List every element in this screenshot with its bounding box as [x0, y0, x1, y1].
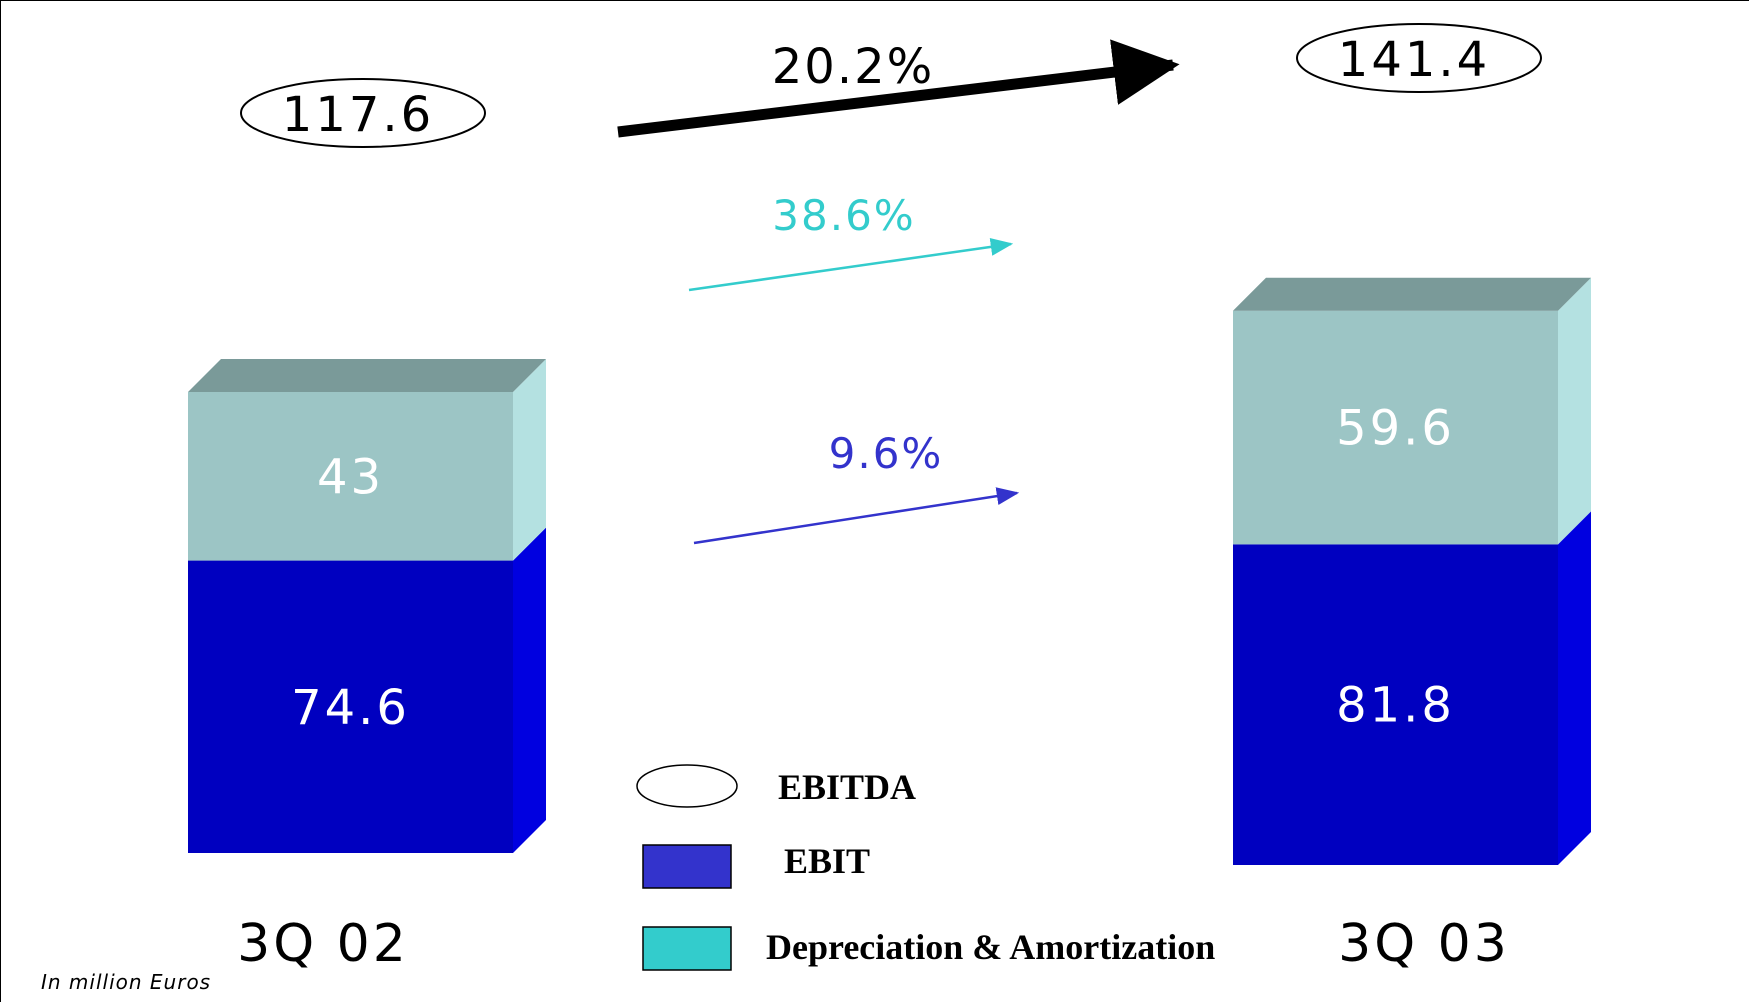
ebitda-growth-arrow: [617, 39, 1180, 138]
da-value-label-1: 59.6: [1336, 401, 1455, 457]
legend-label-da: Depreciation & Amortization: [766, 927, 1215, 967]
ebitda-total-ellipse-1: [1296, 23, 1542, 93]
bar-da-1: [1233, 310, 1558, 545]
bars-layer: [188, 277, 1591, 865]
ebitda-total-label-0: 117.6: [282, 87, 434, 143]
da-value-label-0: 43: [317, 449, 384, 505]
bar-top-0: [188, 359, 546, 393]
da-growth-arrow: [688, 237, 1014, 292]
legend-swatch-da: [642, 926, 732, 971]
bar-ebit-0: [188, 560, 513, 853]
ebit-growth-label: 9.6%: [829, 429, 944, 478]
legend-swatch-ebitda: [636, 764, 738, 808]
legend-label-ebit: EBIT: [784, 841, 870, 881]
bar-da-side-0: [513, 359, 546, 561]
ebit-growth-arrow: [693, 487, 1020, 545]
legend-label-ebitda: EBITDA: [778, 767, 916, 807]
legend: EBITDA EBIT Depreciation & Amortization: [636, 764, 1215, 971]
bar-ebit-side-0: [513, 527, 546, 853]
ebit-value-label-1: 81.8: [1336, 678, 1455, 734]
ebitda-growth-label: 20.2%: [772, 39, 934, 95]
growth-arrows: 20.2% 38.6% 9.6%: [617, 39, 1180, 545]
category-label-1: 3Q 03: [1338, 914, 1510, 974]
ebit-value-label-0: 74.6: [291, 680, 410, 736]
bar-da-0: [188, 392, 513, 561]
ebitda-total-label-1: 141.4: [1338, 32, 1490, 88]
da-growth-label: 38.6%: [772, 191, 915, 240]
bar-ebit-side-1: [1558, 511, 1591, 865]
bar-da-side-1: [1558, 277, 1591, 545]
bar-ebit-1: [1233, 544, 1558, 865]
ebitda-total-ellipse-0: [240, 78, 486, 148]
bar-top-1: [1233, 277, 1591, 311]
legend-swatch-ebit: [642, 844, 732, 889]
unit-note: In million Euros: [41, 970, 211, 994]
category-label-0: 3Q 02: [237, 914, 409, 974]
labels-layer: 74.6 43 117.6 3Q 02 81.8 59.6 141.4 3Q 03 In mil…: [41, 23, 1542, 994]
